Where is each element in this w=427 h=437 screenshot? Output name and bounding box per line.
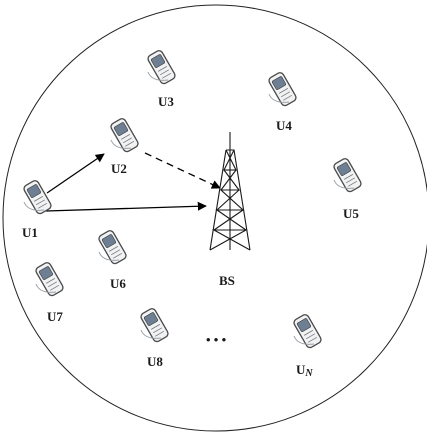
- base-station-icon: [209, 132, 251, 251]
- u8-label: U8: [147, 354, 163, 369]
- bs-label: BS: [219, 273, 235, 288]
- u5-label: U5: [343, 206, 359, 221]
- u3-device-icon: [145, 48, 178, 86]
- u4-device-icon: [266, 70, 299, 108]
- un-label: UN: [296, 362, 313, 379]
- link-u1-u2: [46, 153, 105, 194]
- u4-label: U4: [276, 118, 292, 133]
- un-device-icon: [291, 312, 324, 350]
- u1-label: U1: [22, 225, 38, 240]
- link-u2-bs: [144, 152, 221, 189]
- u7-label: U7: [47, 309, 63, 324]
- u6-label: U6: [110, 276, 126, 291]
- link-u1-bs: [45, 201, 207, 212]
- u8-device-icon: [138, 306, 171, 344]
- u1-device-icon: [21, 178, 54, 216]
- u7-device-icon: [33, 260, 66, 298]
- cell-boundary: [2, 4, 427, 432]
- u2-label: U2: [111, 161, 127, 176]
- u5-device-icon: [331, 156, 364, 194]
- u6-device-icon: [96, 228, 129, 266]
- ellipsis: • • •: [206, 332, 227, 347]
- u3-label: U3: [158, 94, 174, 109]
- u2-device-icon: [108, 116, 141, 154]
